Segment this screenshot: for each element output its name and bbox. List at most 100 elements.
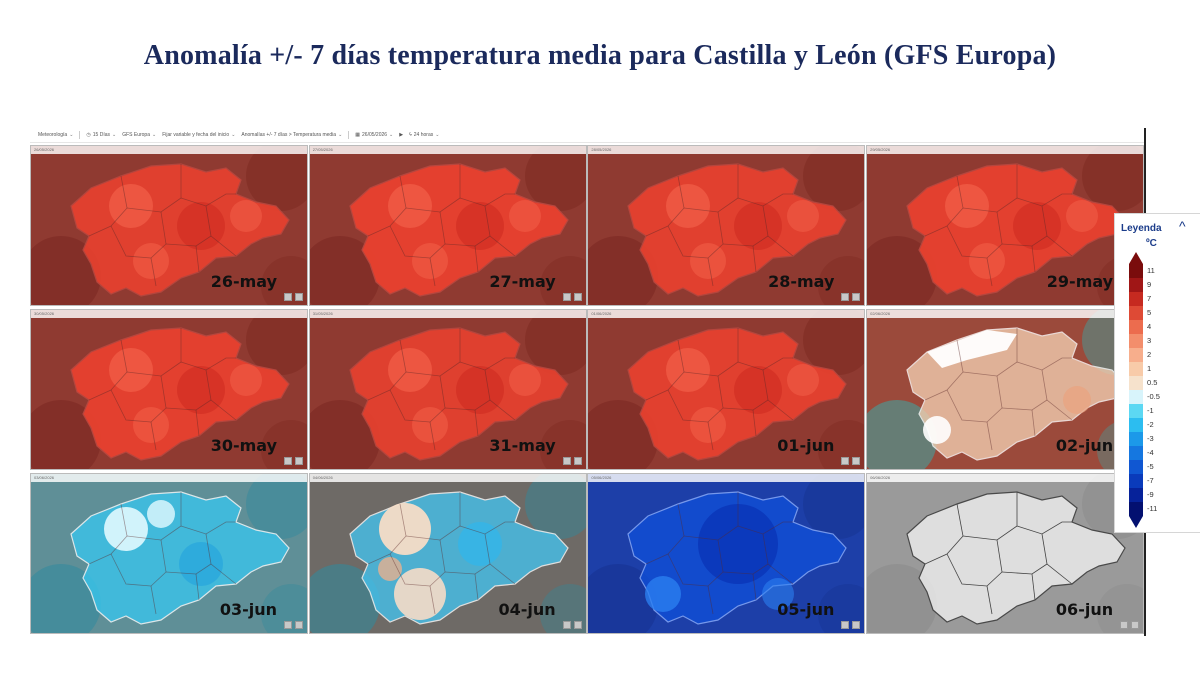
legend-color-swatch <box>1129 306 1143 320</box>
anomaly-map <box>31 310 307 469</box>
toolbar-item-step[interactable]: ϟ 24 horas ⌄ <box>409 132 440 138</box>
tile-controls <box>841 457 861 465</box>
toolbar-separator <box>79 131 81 139</box>
play-icon[interactable]: ▶ <box>399 132 404 138</box>
tile-header: 26/05/2026 <box>31 146 307 154</box>
map-viewer-panel: Meteorología ⌄ ◷ 15 Días ⌄ GFS Europa ⌄ Fija… <box>30 128 1146 636</box>
legend-tick-label: 5 <box>1147 308 1152 317</box>
toolbar-item-date[interactable]: ▦ 26/05/2026 ⌄ <box>355 132 394 138</box>
map-tile[interactable]: 01/06/2026 01-jun <box>587 309 866 470</box>
expand-icon[interactable] <box>573 293 582 301</box>
map-tile[interactable]: 29/05/2026 29-may <box>866 145 1145 306</box>
tile-controls <box>1120 621 1140 629</box>
legend-color-swatch <box>1129 292 1143 306</box>
expand-icon[interactable] <box>295 457 303 465</box>
legend-color-swatch <box>1129 474 1143 488</box>
zoom-in-icon[interactable] <box>562 293 571 301</box>
tile-header: 29/05/2026 <box>867 146 1144 154</box>
legend-tick-label: 11 <box>1147 266 1155 275</box>
lightning-icon: ϟ <box>409 132 412 138</box>
tile-header: 31/05/2026 <box>309 310 586 318</box>
map-tile[interactable]: 28/05/2026 28-may <box>587 145 866 306</box>
anomaly-map <box>309 146 586 305</box>
anomaly-map <box>309 474 586 633</box>
zoom-in-icon[interactable] <box>284 293 292 301</box>
tile-controls <box>562 621 582 629</box>
legend-colorbar-svg <box>1129 252 1143 528</box>
toolbar-item-domain[interactable]: Meteorología ⌄ <box>38 132 74 138</box>
zoom-in-icon[interactable] <box>841 293 850 301</box>
zoom-in-icon[interactable] <box>841 457 850 465</box>
legend-tick-label: 4 <box>1147 322 1152 331</box>
chevron-down-icon: ⌄ <box>389 132 394 138</box>
expand-icon[interactable] <box>573 621 582 629</box>
toolbar-item-model[interactable]: GFS Europa ⌄ <box>122 132 157 138</box>
legend-color-swatch <box>1129 460 1143 474</box>
legend-tick-label: -2 <box>1147 420 1154 429</box>
legend-color-swatch <box>1129 404 1143 418</box>
zoom-in-icon[interactable] <box>1120 621 1129 629</box>
clock-icon: ◷ <box>86 132 91 138</box>
map-grid: 26/05/2026 26-may 27/05/2026 27-may 28/05/20… <box>30 145 1145 634</box>
legend-color-swatch <box>1129 432 1143 446</box>
map-tile[interactable]: 04/06/2026 04-jun <box>308 473 587 634</box>
tile-controls <box>284 457 303 465</box>
tile-header: 28/05/2026 <box>588 146 865 154</box>
zoom-in-icon[interactable] <box>284 621 292 629</box>
legend-color-swatch <box>1129 320 1143 334</box>
zoom-in-icon[interactable] <box>562 457 571 465</box>
legend-tick-label: 1 <box>1147 364 1152 373</box>
legend-tick-label: -4 <box>1147 448 1154 457</box>
chevron-up-icon[interactable]: ^ <box>1179 218 1186 234</box>
expand-icon[interactable] <box>1131 621 1140 629</box>
tile-header: 01/06/2026 <box>588 310 865 318</box>
legend-tick-label: -9 <box>1147 490 1154 499</box>
expand-icon[interactable] <box>852 621 861 629</box>
map-tile[interactable]: 03/06/2026 03-jun <box>30 473 308 634</box>
legend-color-swatch <box>1129 390 1143 404</box>
legend-title: Leyenda <box>1121 223 1162 234</box>
legend-tick-label: 0.5 <box>1147 378 1158 387</box>
legend-tick-label: 3 <box>1147 336 1152 345</box>
toolbar-item-fix-variable[interactable]: Fijar variable y fecha del inicio ⌄ <box>162 132 236 138</box>
map-tile[interactable]: 26/05/2026 26-may <box>30 145 308 306</box>
expand-icon[interactable] <box>295 293 303 301</box>
map-tile[interactable]: 30/05/2026 30-may <box>30 309 308 470</box>
anomaly-map <box>588 474 865 633</box>
tile-date-label: 05-jun <box>777 600 835 619</box>
map-tile[interactable]: 27/05/2026 27-may <box>308 145 587 306</box>
tile-controls <box>841 293 861 301</box>
zoom-in-icon[interactable] <box>562 621 571 629</box>
tile-date-label: 01-jun <box>777 436 835 455</box>
zoom-in-icon[interactable] <box>841 621 850 629</box>
expand-icon[interactable] <box>295 621 303 629</box>
anomaly-map <box>588 310 865 469</box>
anomaly-map <box>309 310 586 469</box>
tile-date-label: 04-jun <box>498 600 556 619</box>
tile-header: 02/06/2026 <box>867 310 1144 318</box>
expand-icon[interactable] <box>852 293 861 301</box>
tile-date-label: 26-may <box>210 272 277 291</box>
legend-color-swatch <box>1129 334 1143 348</box>
anomaly-map <box>31 146 307 305</box>
tile-date-label: 29-may <box>1046 272 1114 291</box>
toolbar-item-range[interactable]: ◷ 15 Días ⌄ <box>86 132 117 138</box>
legend-color-swatch <box>1129 376 1143 390</box>
legend-arrow-up <box>1129 252 1143 264</box>
legend-tick-label: -7 <box>1147 476 1154 485</box>
map-tile[interactable]: 05/06/2026 05-jun <box>587 473 866 634</box>
map-tile[interactable]: 02/06/2026 02-jun <box>866 309 1145 470</box>
toolbar-item-variable[interactable]: Anomalías +/- 7 días > Temperatura media… <box>241 132 343 138</box>
chevron-down-icon: ⌄ <box>338 132 343 138</box>
toolbar-separator <box>348 131 350 139</box>
legend-color-swatch <box>1129 362 1143 376</box>
legend-tick-label: 7 <box>1147 294 1152 303</box>
chevron-down-icon: ⌄ <box>231 132 236 138</box>
map-tile[interactable]: 06/06/2026 06-jun <box>866 473 1145 634</box>
expand-icon[interactable] <box>573 457 582 465</box>
map-tile[interactable]: 31/05/2026 31-may <box>308 309 587 470</box>
expand-icon[interactable] <box>852 457 861 465</box>
legend-tick-label: -11 <box>1147 504 1158 513</box>
tile-date-label: 30-may <box>210 436 277 455</box>
zoom-in-icon[interactable] <box>284 457 292 465</box>
